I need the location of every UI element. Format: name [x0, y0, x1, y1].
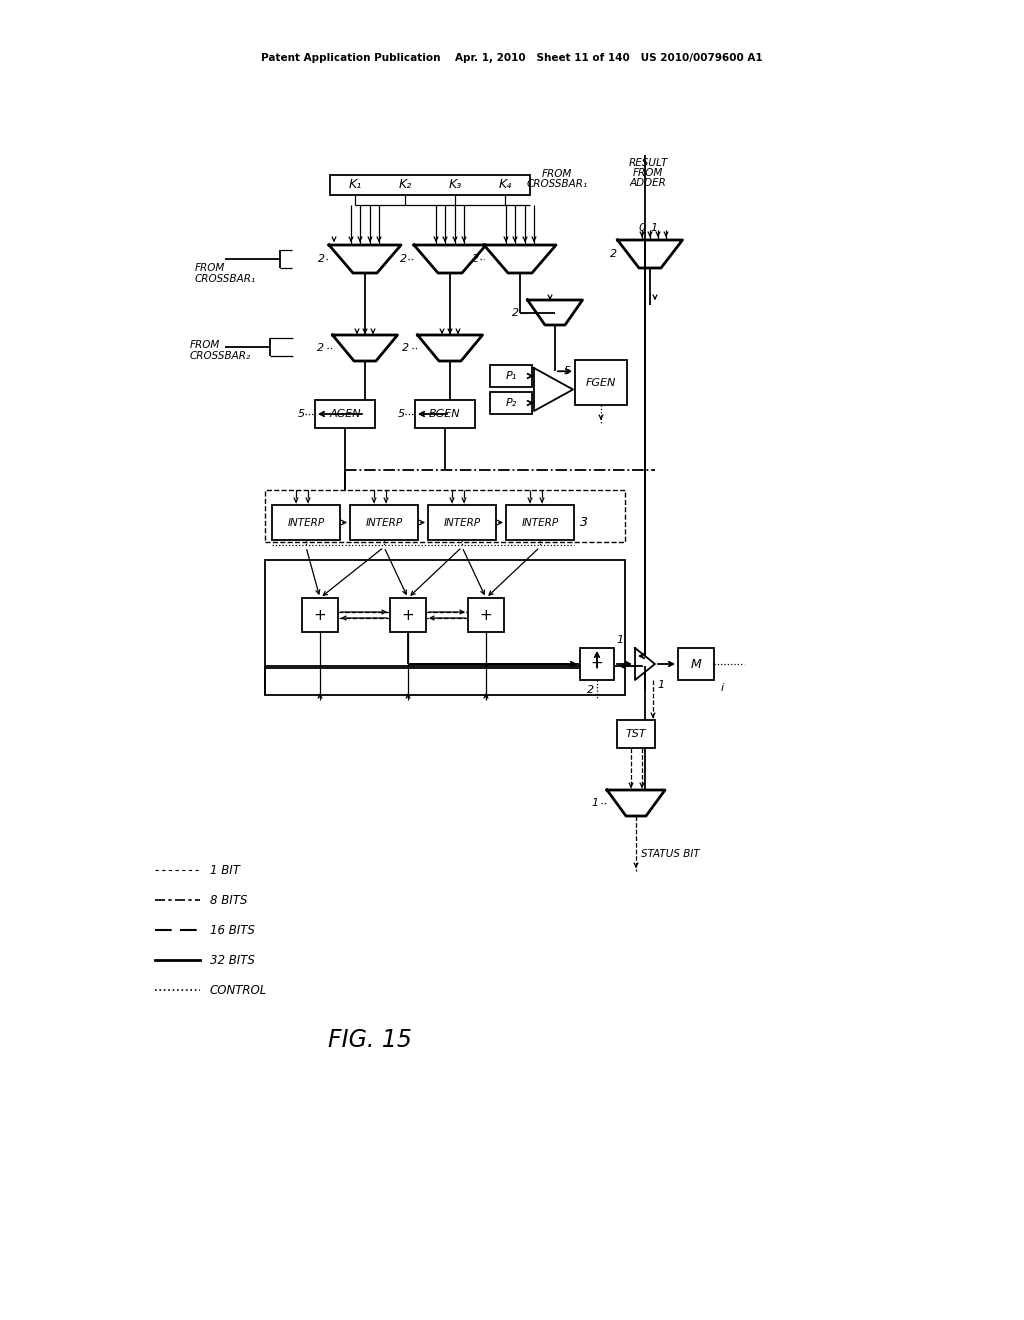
Text: K₄: K₄: [499, 178, 512, 191]
Polygon shape: [607, 789, 665, 816]
Text: 2: 2: [588, 685, 595, 696]
Text: P₁: P₁: [506, 371, 517, 381]
Text: 3: 3: [580, 516, 588, 529]
Text: CROSSBAR₁: CROSSBAR₁: [195, 275, 256, 284]
Text: 5: 5: [397, 409, 404, 418]
Text: FIG. 15: FIG. 15: [328, 1028, 412, 1052]
Text: K₁: K₁: [348, 178, 361, 191]
Text: CONTROL: CONTROL: [210, 983, 267, 997]
Text: K₃: K₃: [449, 178, 462, 191]
Text: FROM: FROM: [633, 168, 664, 178]
Text: +: +: [479, 607, 493, 623]
Text: 1: 1: [650, 223, 657, 234]
Bar: [617, 719, 655, 748]
Bar: [272, 506, 340, 540]
Text: STATUS BIT: STATUS BIT: [641, 849, 699, 859]
Text: FROM: FROM: [190, 341, 220, 350]
Polygon shape: [527, 300, 583, 325]
Text: M: M: [690, 657, 701, 671]
Text: CROSSBAR₂: CROSSBAR₂: [190, 351, 251, 360]
Text: 2: 2: [317, 343, 324, 352]
Text: 2: 2: [318, 253, 326, 264]
Text: 2: 2: [402, 343, 409, 352]
Text: TST: TST: [626, 729, 646, 739]
Text: CROSSBAR₁: CROSSBAR₁: [526, 180, 588, 189]
Text: 0: 0: [638, 223, 645, 234]
Text: 2: 2: [512, 308, 519, 318]
Text: +: +: [401, 607, 415, 623]
Text: ADDER: ADDER: [630, 178, 667, 187]
Text: 5: 5: [297, 409, 304, 418]
Bar: [350, 506, 418, 540]
Bar: [575, 360, 627, 405]
Polygon shape: [418, 335, 482, 360]
Polygon shape: [333, 335, 397, 360]
Text: 2: 2: [400, 253, 408, 264]
Text: 1 BIT: 1 BIT: [210, 863, 240, 876]
Bar: [468, 598, 504, 632]
Text: RESULT: RESULT: [629, 158, 668, 168]
Text: 5: 5: [563, 366, 570, 376]
Bar: [428, 506, 496, 540]
Text: +: +: [313, 607, 327, 623]
Polygon shape: [484, 246, 556, 273]
Text: INTERP: INTERP: [288, 517, 325, 528]
Text: FROM: FROM: [542, 169, 572, 180]
Bar: [580, 648, 614, 680]
Bar: [302, 598, 338, 632]
Bar: [265, 560, 625, 696]
Text: 1: 1: [616, 635, 624, 645]
Text: INTERP: INTERP: [521, 517, 558, 528]
Text: K₂: K₂: [398, 178, 412, 191]
Text: 2: 2: [472, 253, 479, 264]
Bar: [330, 176, 530, 195]
Text: Patent Application Publication    Apr. 1, 2010   Sheet 11 of 140   US 2010/00796: Patent Application Publication Apr. 1, 2…: [261, 53, 763, 63]
Polygon shape: [414, 246, 486, 273]
Text: 2: 2: [610, 249, 617, 259]
Text: +: +: [591, 656, 603, 672]
Bar: [390, 598, 426, 632]
Text: BGEN: BGEN: [429, 409, 461, 418]
Polygon shape: [534, 368, 573, 411]
Bar: [506, 506, 574, 540]
Text: AGEN: AGEN: [329, 409, 360, 418]
Text: 1: 1: [592, 799, 599, 808]
Bar: [490, 366, 532, 387]
Polygon shape: [635, 648, 655, 680]
Text: FROM: FROM: [195, 263, 225, 273]
Text: INTERP: INTERP: [366, 517, 402, 528]
Bar: [415, 400, 475, 428]
Bar: [315, 400, 375, 428]
Text: P₂: P₂: [506, 399, 517, 408]
Polygon shape: [617, 240, 683, 268]
Text: 1: 1: [657, 680, 665, 690]
Bar: [490, 392, 532, 414]
Bar: [265, 490, 625, 543]
Text: 32 BITS: 32 BITS: [210, 953, 255, 966]
Text: i: i: [721, 682, 724, 693]
Text: INTERP: INTERP: [443, 517, 480, 528]
Text: 8 BITS: 8 BITS: [210, 894, 248, 907]
Bar: [678, 648, 714, 680]
Text: 16 BITS: 16 BITS: [210, 924, 255, 936]
Text: FGEN: FGEN: [586, 378, 616, 388]
Polygon shape: [329, 246, 401, 273]
